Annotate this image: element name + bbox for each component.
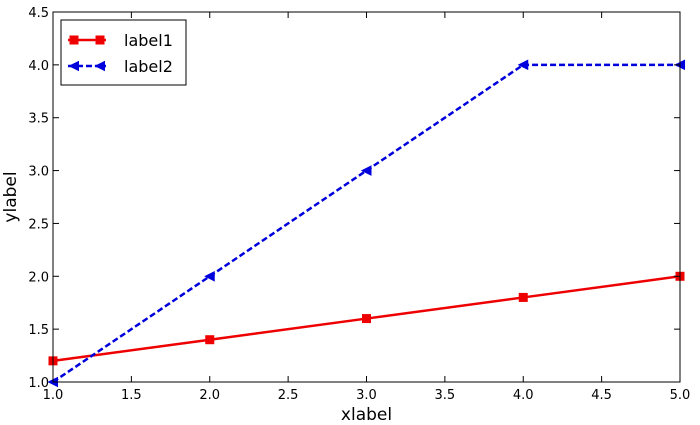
x-tick-label: 5.0 [670, 388, 691, 403]
x-tick-label: 2.0 [199, 388, 220, 403]
data-point [362, 314, 371, 324]
legend-marker [68, 60, 79, 72]
data-point [517, 59, 529, 71]
legend-label: label2 [124, 57, 173, 76]
y-tick-label: 3.5 [28, 112, 49, 127]
y-tick-label: 4.5 [28, 6, 49, 21]
y-tick-label: 4.0 [28, 59, 49, 74]
y-axis: 1.0 1.5 2.0 2.5 3.0 3.5 4.0 4.5 [28, 6, 680, 391]
x-axis: 1.0 1.5 2.0 2.5 3.0 3.5 4.0 4.5 5.0 [43, 12, 691, 403]
x-tick-label: 3.0 [356, 388, 377, 403]
y-axis-label: ylabel [1, 171, 21, 222]
data-point [360, 165, 372, 176]
data-point [205, 335, 215, 345]
legend-marker [69, 35, 79, 45]
x-tick-label: 3.5 [435, 388, 456, 403]
y-tick-label: 1.0 [28, 376, 49, 391]
legend-label: label1 [124, 31, 173, 50]
legend: label1 label2 [60, 19, 187, 86]
y-tick-label: 2.5 [28, 217, 49, 232]
x-tick-label: 2.5 [278, 388, 299, 403]
legend-entry: label2 [68, 57, 173, 76]
legend-entry: label1 [68, 31, 173, 50]
data-point [518, 292, 528, 302]
x-axis-label: xlabel [341, 405, 392, 425]
x-tick-label: 1.5 [121, 388, 142, 403]
legend-box [60, 19, 187, 86]
x-tick-label: 1.0 [43, 388, 64, 403]
data-point [204, 270, 215, 282]
y-tick-label: 1.5 [28, 323, 49, 338]
x-tick-label: 4.0 [513, 388, 534, 403]
y-tick-label: 3.0 [28, 165, 49, 180]
x-tick-label: 4.5 [591, 388, 612, 403]
legend-marker [95, 35, 105, 45]
y-tick-label: 2.0 [28, 270, 49, 285]
legend-marker [94, 60, 105, 72]
